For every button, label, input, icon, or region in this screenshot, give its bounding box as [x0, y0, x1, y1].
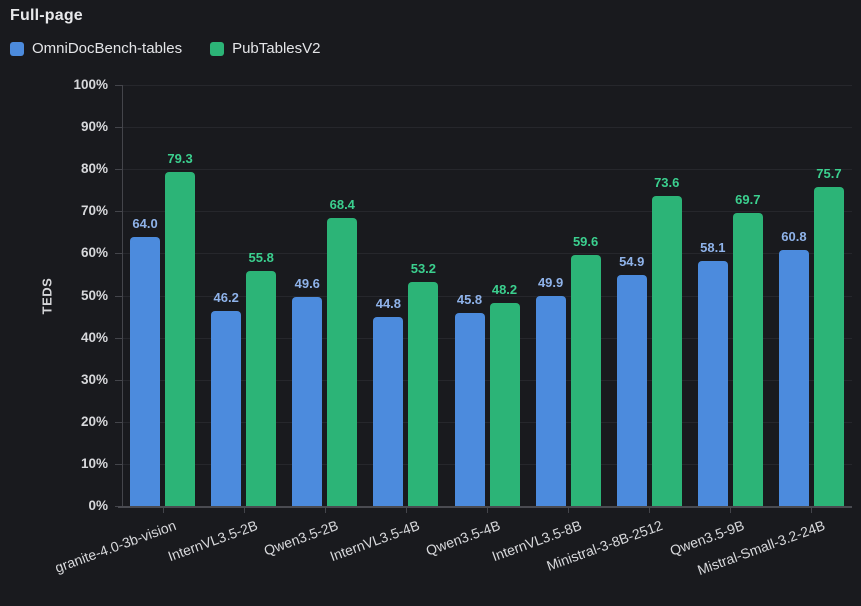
bar-pubtablesv2 [651, 196, 682, 506]
bar-value-pubtablesv2: 68.4 [329, 197, 355, 213]
x-tick-mark [811, 508, 813, 513]
bar-omnidocbench-tables [130, 236, 161, 506]
bar-value-omnidocbench-tables: 45.8 [456, 292, 483, 308]
x-tick-mark [162, 508, 164, 513]
bar-value-pubtablesv2: 75.7 [816, 166, 842, 182]
bar-value-pubtablesv2: 79.3 [167, 151, 193, 167]
y-tick-mark [115, 169, 122, 171]
x-tick-mark [243, 508, 245, 513]
chart-title: Full-page [10, 7, 83, 24]
y-tick-label: 50% [80, 287, 108, 303]
bar-value-omnidocbench-tables: 49.9 [537, 274, 564, 290]
gridline [122, 295, 852, 297]
gridline [122, 379, 852, 381]
gridline [122, 463, 852, 465]
bar-value-omnidocbench-tables: 46.2 [213, 290, 239, 306]
x-tick-label: granite-4.0-3b-vision [52, 517, 179, 576]
bar-omnidocbench-tables [454, 313, 485, 506]
bar-omnidocbench-tables [373, 317, 404, 506]
bar-value-omnidocbench-tables: 58.1 [700, 240, 726, 256]
legend-item-omnidocbench-tables: OmniDocBench-tables [10, 40, 182, 57]
y-tick-label: 30% [80, 371, 108, 387]
bar-omnidocbench-tables [697, 261, 728, 506]
bar-omnidocbench-tables [211, 311, 242, 506]
bar-pubtablesv2 [165, 172, 196, 506]
bar-pubtablesv2 [813, 187, 844, 506]
bar-value-pubtablesv2: 53.2 [410, 261, 437, 277]
x-tick-mark [405, 508, 407, 513]
legend: OmniDocBench-tables PubTablesV2 [10, 40, 320, 57]
y-tick-label: 60% [80, 245, 108, 261]
y-tick-mark [115, 379, 122, 381]
bar-omnidocbench-tables [292, 297, 323, 506]
x-tick-mark [487, 508, 488, 513]
bar-pubtablesv2 [246, 271, 277, 506]
bar-pubtablesv2 [489, 303, 520, 506]
bar-omnidocbench-tables [616, 274, 647, 506]
bar-omnidocbench-tables [778, 250, 809, 506]
y-tick-label: 40% [80, 329, 108, 345]
legend-label-pubtablesv2: PubTablesV2 [232, 40, 321, 57]
x-tick-mark [730, 508, 732, 513]
y-tick-label: 100% [73, 77, 108, 92]
bar-pubtablesv2 [732, 212, 763, 506]
legend-item-pubtablesv2: PubTablesV2 [210, 40, 320, 57]
y-tick-label: 90% [80, 119, 108, 135]
bar-value-pubtablesv2: 55.8 [248, 250, 274, 266]
gridline [122, 169, 852, 171]
y-tick-label: 20% [80, 413, 108, 429]
bar-value-omnidocbench-tables: 54.9 [619, 253, 645, 269]
y-tick-label: 10% [80, 455, 108, 471]
y-axis-line [122, 85, 123, 506]
gridline [122, 85, 852, 86]
x-axis-line [118, 506, 852, 508]
y-tick-mark [115, 253, 122, 255]
y-tick-mark [115, 421, 122, 423]
legend-label-omnidocbench-tables: OmniDocBench-tables [32, 40, 183, 57]
y-tick-label: 0% [88, 498, 108, 513]
y-tick-label: 70% [80, 203, 108, 219]
y-tick-label: 80% [80, 161, 108, 177]
gridline [122, 337, 852, 339]
y-tick-mark [115, 127, 122, 129]
gridline [122, 421, 852, 423]
bar-omnidocbench-tables [535, 295, 566, 506]
bar-pubtablesv2 [327, 218, 358, 506]
y-tick-mark [115, 463, 122, 465]
bar-value-pubtablesv2: 73.6 [654, 175, 680, 191]
x-tick-label: InternVL3.5-4B [327, 517, 422, 565]
bar-pubtablesv2 [570, 255, 601, 506]
x-tick-mark [649, 508, 651, 513]
bar-pubtablesv2 [408, 282, 439, 506]
y-tick-mark [115, 295, 122, 297]
bar-value-pubtablesv2: 59.6 [572, 234, 599, 250]
legend-swatch-pubtablesv2 [210, 41, 225, 56]
bar-value-omnidocbench-tables: 64.0 [132, 215, 158, 231]
y-tick-mark [115, 85, 122, 86]
x-tick-mark [324, 508, 326, 513]
bar-value-pubtablesv2: 69.7 [735, 191, 761, 207]
y-tick-mark [115, 211, 122, 213]
y-tick-mark [115, 337, 122, 339]
x-tick-label: InternVL3.5-2B [165, 517, 260, 565]
gridline [122, 211, 852, 213]
bar-value-pubtablesv2: 48.2 [491, 282, 518, 298]
gridline [122, 253, 852, 255]
x-tick-mark [568, 508, 570, 513]
legend-swatch-omnidocbench-tables [10, 41, 24, 56]
bar-value-omnidocbench-tables: 49.6 [294, 276, 320, 292]
gridline [122, 127, 852, 129]
bar-value-omnidocbench-tables: 60.8 [781, 229, 807, 245]
bar-value-omnidocbench-tables: 44.8 [375, 296, 402, 312]
